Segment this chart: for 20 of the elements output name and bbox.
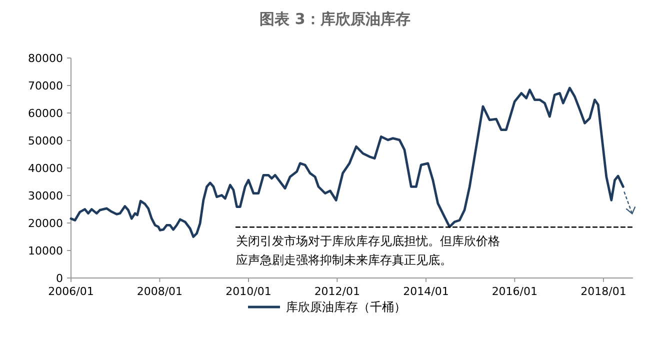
y-tick-label: 30000 — [28, 190, 63, 202]
y-tick-label: 20000 — [28, 217, 63, 230]
y-tick-label: 50000 — [28, 134, 63, 148]
x-tick-label: 2018/01 — [580, 285, 626, 298]
annotation: 应声急剧走强将抑制未来库存真正见底。 — [236, 253, 452, 267]
y-tick-label: 60000 — [28, 107, 63, 120]
x-tick-label: 2008/01 — [136, 285, 183, 298]
x-tick-label: 2010/01 — [226, 285, 272, 298]
x-tick-label: 2016/01 — [492, 285, 538, 298]
y-tick-label: 70000 — [28, 80, 63, 92]
y-tick-label: 40000 — [28, 162, 63, 175]
annotation: 关闭引发市场对于库欣库存见底担忧。但库欣价格 — [236, 234, 500, 248]
chart-title: 图表 3：库欣原油库存 — [260, 10, 410, 28]
y-tick-label: 0 — [56, 272, 63, 285]
y-tick-label: 10000 — [28, 244, 63, 258]
y-tick-label: 80000 — [28, 52, 63, 65]
x-tick-label: 2012/01 — [314, 285, 360, 298]
x-tick-label: 2014/01 — [403, 285, 449, 298]
legend-label: 库欣原油库存（千桶） — [286, 300, 406, 314]
x-tick-label: 2006/01 — [48, 285, 94, 298]
